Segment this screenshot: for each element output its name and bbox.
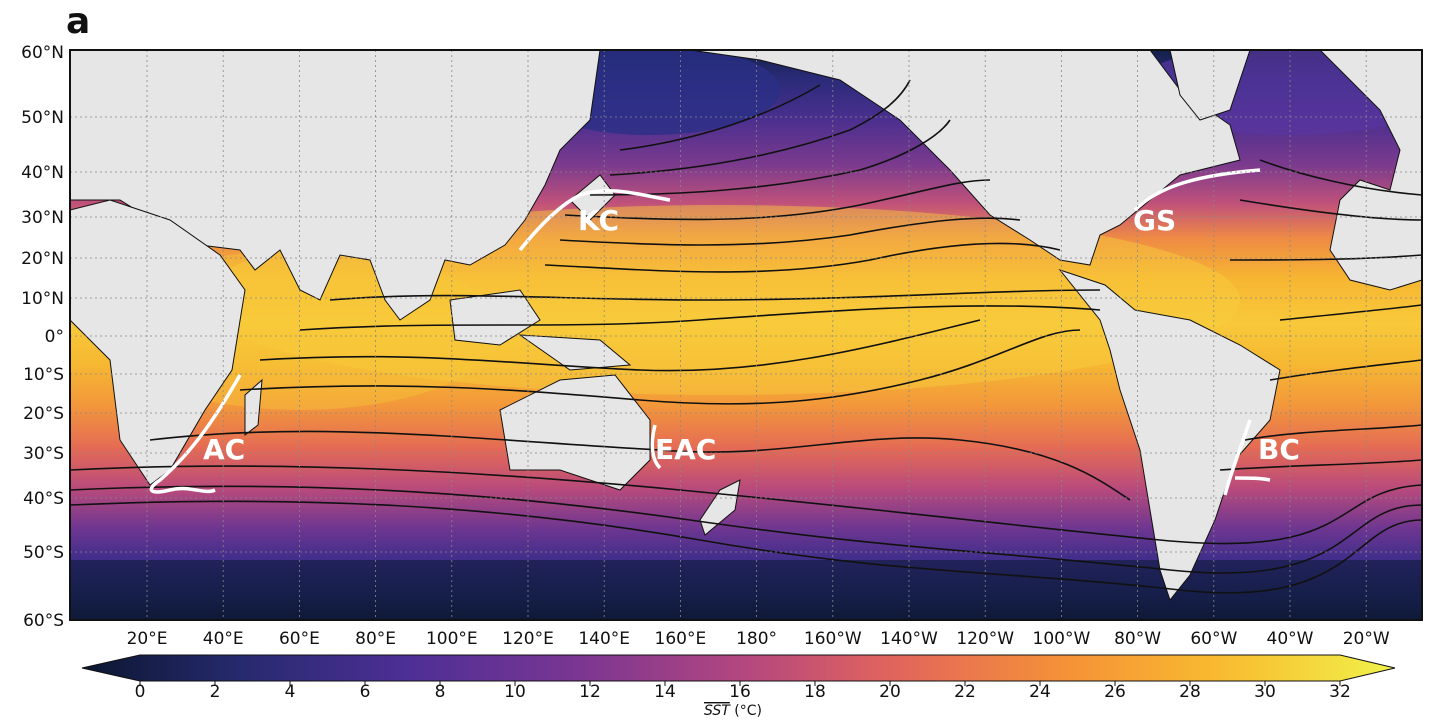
colorbar: 0 2 4 6 8 10 12 14 16 18 20 22 24 26 28 30 32 SST (°C)	[81, 654, 1396, 719]
colorbar-label-unit: (°C)	[730, 703, 762, 719]
colorbar-tick-label: 2	[210, 682, 221, 702]
current-label-kc: KC	[578, 204, 619, 237]
colorbar-tick-label: 26	[1104, 682, 1126, 702]
lon-label: 120°E	[502, 629, 554, 649]
lon-label: 40°W	[1267, 629, 1314, 649]
land	[70, 50, 1422, 602]
sst-contours	[70, 79, 1422, 594]
lat-label: 10°N	[21, 289, 64, 309]
ocean-sst-field	[70, 50, 1422, 620]
current-label-bc: BC	[1258, 433, 1300, 466]
map-frame	[69, 49, 1423, 621]
lon-label: 80°W	[1114, 629, 1161, 649]
lon-label: 140°W	[880, 629, 938, 649]
colorbar-tick-label: 10	[504, 682, 526, 702]
lat-label: 20°N	[21, 249, 64, 269]
panel-letter: a	[66, 1, 91, 42]
colorbar-tick-label: 22	[954, 682, 976, 702]
colorbar-ticks: 0 2 4 6 8 10 12 14 16 18 20 22 24 26 28 30 32	[135, 681, 1351, 702]
lat-label: 10°S	[23, 365, 64, 385]
longitude-labels: 20°E 40°E 60°E 80°E 100°E 120°E 140°E 160°E 180°…	[127, 629, 1390, 649]
current-label-gs: GS	[1133, 204, 1176, 237]
colorbar-tick-label: 20	[879, 682, 901, 702]
lon-label: 60°E	[279, 629, 320, 649]
lon-label: 60°W	[1190, 629, 1237, 649]
colorbar-gradient	[81, 654, 1396, 682]
lat-label: 60°S	[23, 611, 64, 631]
lon-label: 180°	[736, 629, 777, 649]
lon-label: 160°W	[804, 629, 862, 649]
colorbar-tick-label: 8	[435, 682, 446, 702]
colorbar-tick-label: 6	[360, 682, 371, 702]
current-paths	[149, 168, 1271, 496]
lat-label: 40°S	[23, 489, 64, 509]
latitude-labels: 60°N 50°N 40°N 30°N 20°N 10°N 0° 10°S 20°S 30°S 40…	[21, 43, 64, 631]
lat-label: 40°N	[21, 163, 64, 183]
lon-label: 160°E	[655, 629, 707, 649]
lat-label: 20°S	[23, 404, 64, 424]
lat-label: 60°N	[21, 43, 64, 63]
colorbar-tick-label: 18	[804, 682, 826, 702]
map-gridlines	[70, 50, 1422, 620]
current-label-eac: EAC	[655, 433, 716, 466]
colorbar-tick-label: 28	[1179, 682, 1201, 702]
colorbar-label-main: SST	[704, 703, 731, 719]
colorbar-label: SST (°C)	[704, 703, 762, 719]
lat-label: 50°N	[21, 108, 64, 128]
lon-label: 80°E	[355, 629, 396, 649]
colorbar-tick-label: 24	[1029, 682, 1051, 702]
colorbar-tick-label: 32	[1329, 682, 1351, 702]
lat-label: 50°S	[23, 543, 64, 563]
colorbar-tick-label: 4	[285, 682, 296, 702]
lat-label: 0°	[45, 327, 64, 347]
current-label-ac: AC	[203, 433, 245, 466]
lon-label: 140°E	[578, 629, 630, 649]
lon-label: 100°E	[426, 629, 478, 649]
colorbar-tick-label: 0	[135, 682, 146, 702]
colorbar-tick-label: 30	[1254, 682, 1276, 702]
colorbar-tick-label: 16	[729, 682, 751, 702]
lon-label: 120°W	[956, 629, 1014, 649]
lat-label: 30°N	[21, 208, 64, 228]
lon-label: 20°E	[127, 629, 168, 649]
lon-label: 100°W	[1033, 629, 1091, 649]
lon-label: 20°W	[1343, 629, 1390, 649]
lat-label: 30°S	[23, 444, 64, 464]
lon-label: 40°E	[203, 629, 244, 649]
colorbar-tick-label: 12	[579, 682, 601, 702]
colorbar-tick-label: 14	[654, 682, 676, 702]
